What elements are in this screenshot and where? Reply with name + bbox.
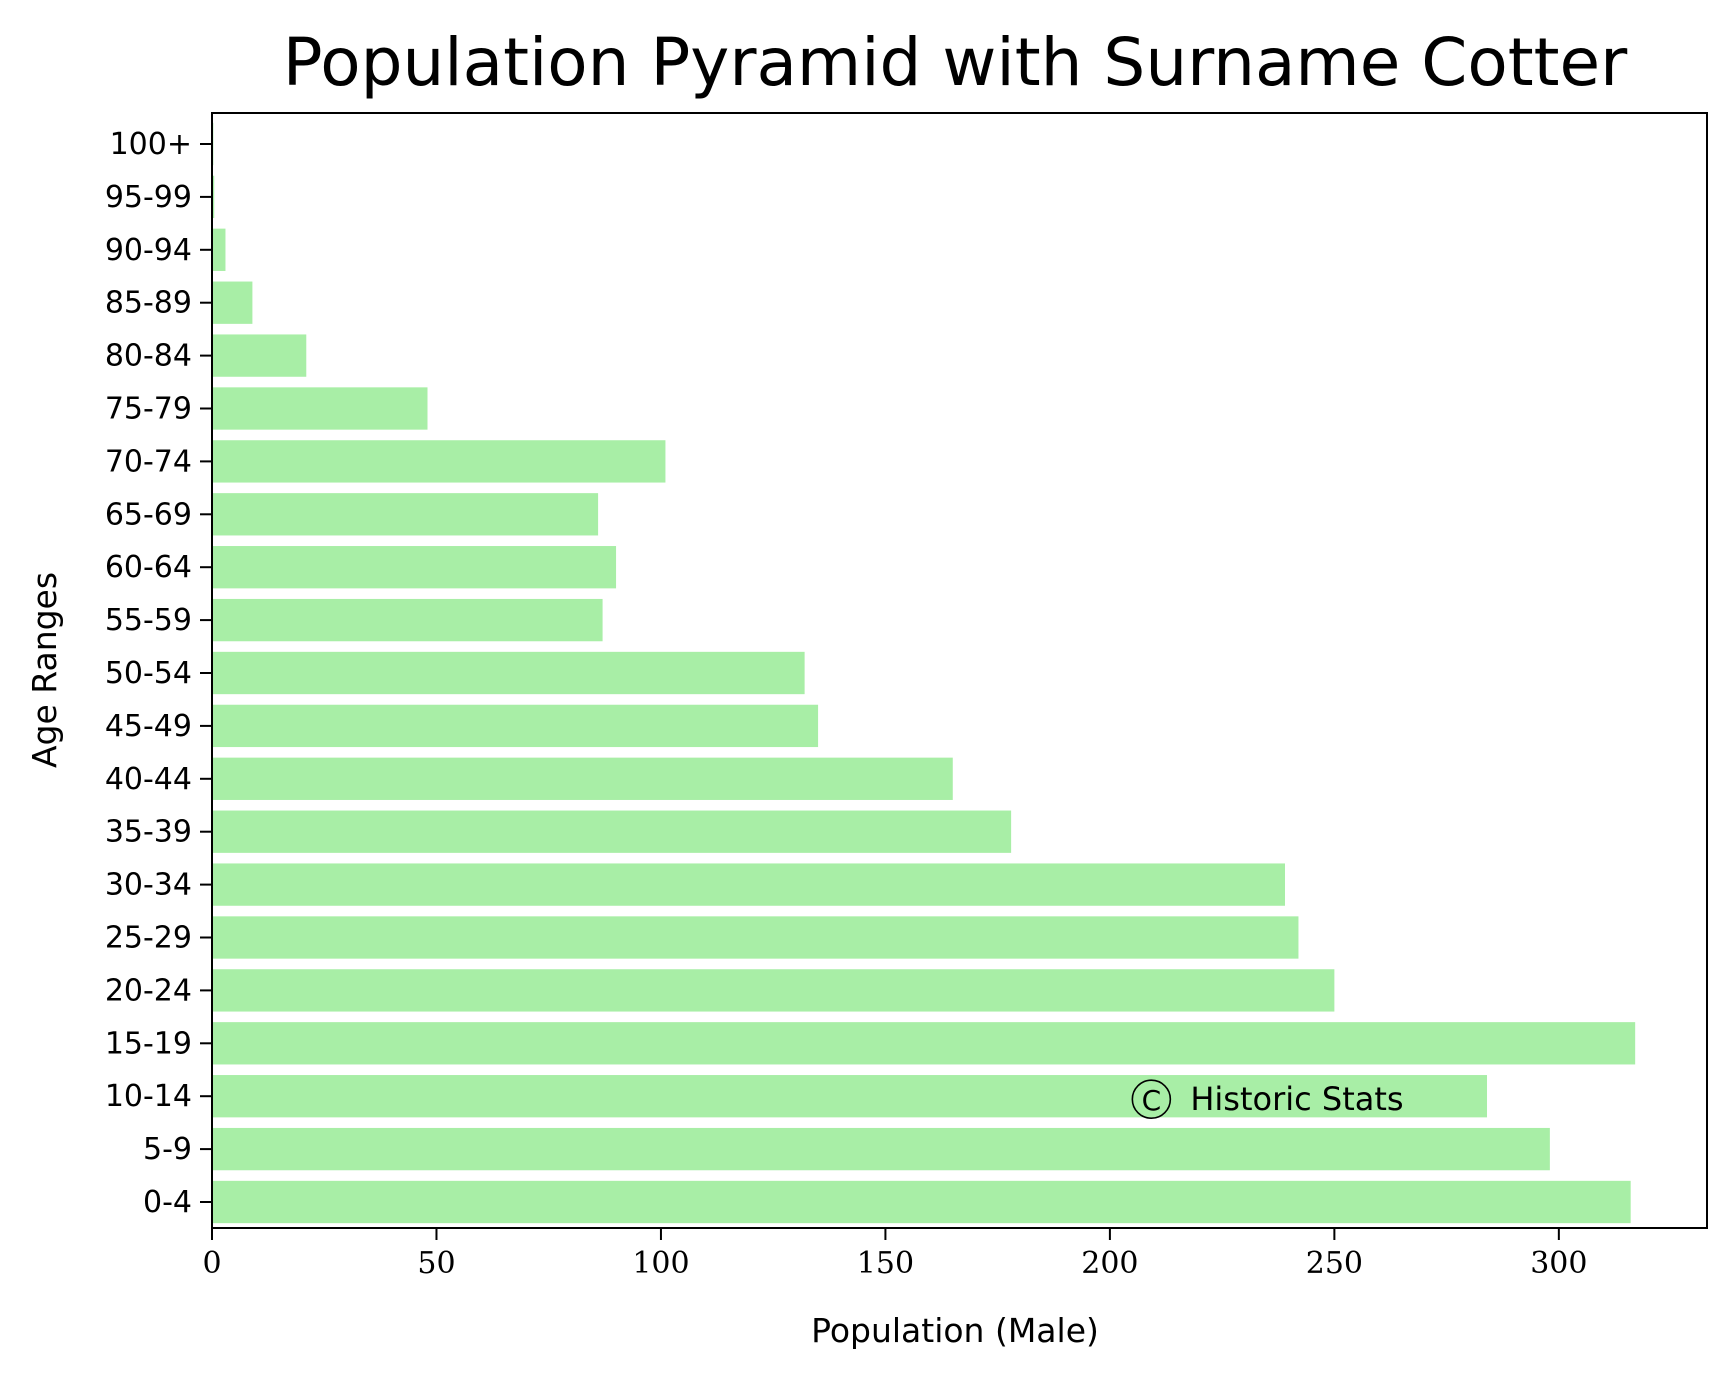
bar-0-4 [212, 1180, 1631, 1224]
bar-85-89 [212, 281, 253, 324]
ytick-label: 75-79 [105, 392, 192, 427]
bar-95-99 [212, 175, 215, 219]
ytick-label: 60-64 [105, 550, 192, 585]
x-axis-label: Population (Male) [811, 1311, 1099, 1350]
bar-10-14 [212, 1075, 1488, 1118]
bar-90-94 [212, 228, 226, 271]
ytick-label: 45-49 [105, 709, 192, 744]
bar-30-34 [212, 863, 1285, 906]
bar-45-49 [212, 704, 819, 748]
annotation: C Historic Stats [1131, 1079, 1404, 1119]
ytick-label: 10-14 [105, 1079, 192, 1114]
copyright-icon [1131, 1079, 1172, 1119]
ytick-label: 40-44 [105, 762, 192, 797]
bar-25-29 [212, 916, 1299, 959]
ytick-label: 5-9 [143, 1132, 192, 1167]
bar-55-59 [212, 598, 603, 642]
bar-75-79 [212, 387, 428, 430]
y-axis: 0-4 5-9 10-14 15-19 20-24 25-29 30-34 35-39 40-4… [105, 127, 212, 1220]
bar-20-24 [212, 969, 1335, 1012]
ytick-label: 100+ [110, 127, 192, 162]
ytick-label: 95-99 [105, 180, 192, 215]
bar-70-74 [212, 440, 666, 483]
bar-5-9 [212, 1127, 1550, 1171]
xtick-label: 150 [857, 1246, 914, 1281]
bar-80-84 [212, 334, 307, 377]
y-axis-label: Age Ranges [25, 572, 64, 768]
bars [212, 122, 1636, 1224]
ytick-label: 25-29 [105, 921, 192, 956]
bar-35-39 [212, 810, 1012, 853]
ytick-label: 70-74 [105, 444, 192, 479]
ytick-label: 50-54 [105, 656, 192, 691]
plot-frame [211, 112, 1708, 1229]
ytick-label: 85-89 [105, 286, 192, 321]
xtick-label: 200 [1081, 1246, 1138, 1281]
xtick-label: 250 [1306, 1246, 1363, 1281]
xtick-label: 50 [417, 1246, 455, 1281]
ytick-label: 35-39 [105, 815, 192, 850]
ytick-label: 90-94 [105, 233, 192, 268]
ytick-label: 30-34 [105, 868, 192, 903]
ytick-label: 65-69 [105, 497, 192, 532]
ytick-label: 55-59 [105, 603, 192, 638]
ytick-label: 0-4 [143, 1185, 192, 1220]
bar-40-44 [212, 757, 953, 800]
bar-65-69 [212, 493, 599, 536]
ytick-label: 20-24 [105, 973, 192, 1008]
bar-50-54 [212, 651, 805, 695]
bar-60-64 [212, 546, 617, 589]
x-axis: 0 50 100 150 200 250 300 [202, 1228, 1587, 1281]
copyright-letter: C [1142, 1084, 1162, 1117]
chart-title: Population Pyramid with Surname Cotter [283, 24, 1628, 101]
ytick-label: 80-84 [105, 339, 192, 374]
xtick-label: 300 [1530, 1246, 1587, 1281]
annotation-text: Historic Stats [1190, 1080, 1403, 1118]
ytick-label: 15-19 [105, 1026, 192, 1061]
xtick-label: 0 [202, 1246, 221, 1281]
bar-15-19 [212, 1022, 1636, 1065]
xtick-label: 100 [632, 1246, 689, 1281]
